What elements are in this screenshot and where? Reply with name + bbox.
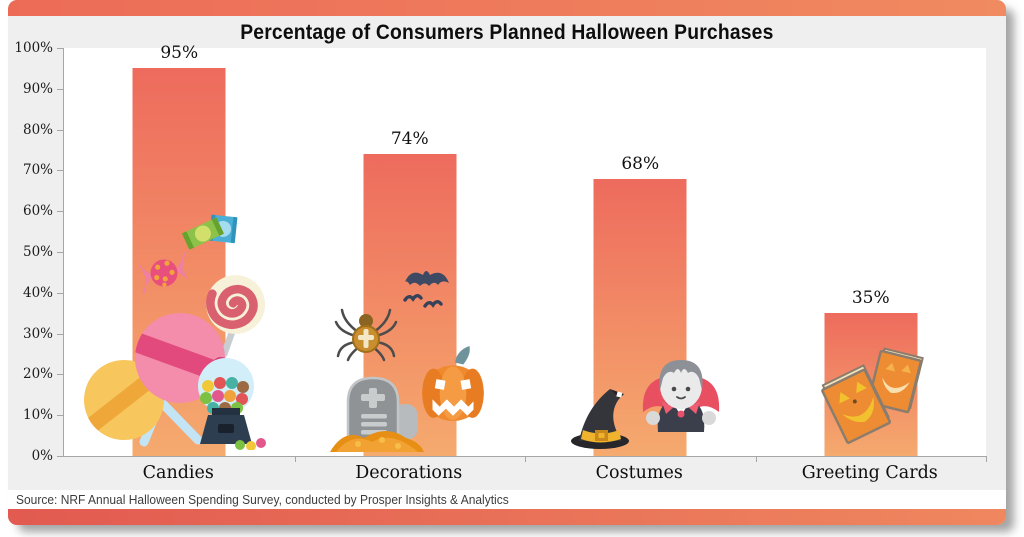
y-tick-label: 70%	[22, 162, 53, 179]
y-tick-mark	[57, 333, 64, 335]
y-tick-label: 60%	[22, 203, 53, 220]
source-strip: Source: NRF Annual Halloween Spending Su…	[8, 490, 1006, 509]
bars-layer: 95% 74% 68% 35%	[64, 43, 987, 456]
category-label-greeting-cards: Greeting Cards	[801, 463, 938, 483]
y-tick-mark	[57, 456, 64, 457]
bar-value-label: 74%	[390, 129, 429, 150]
bar-candies	[132, 68, 226, 456]
bar-greeting-cards	[824, 313, 918, 456]
y-tick-label: 50%	[22, 244, 53, 260]
y-tick-mark	[57, 211, 64, 213]
bar-column-greeting-cards: 35%	[756, 48, 987, 456]
bar-costumes	[593, 178, 687, 456]
y-tick-mark	[57, 129, 64, 131]
y-tick-label: 10%	[22, 407, 53, 424]
chart-title: Percentage of Consumers Planned Hallowee…	[8, 16, 1006, 45]
y-tick-mark	[57, 252, 64, 253]
bar-value-label: 95%	[160, 43, 199, 64]
x-tick-mark	[525, 456, 526, 462]
x-tick-mark	[294, 456, 296, 462]
y-tick-label: 100%	[14, 40, 53, 56]
y-tick-mark	[57, 48, 64, 49]
chart-card: Percentage of Consumers Planned Hallowee…	[8, 0, 1006, 525]
y-tick-label: 20%	[22, 366, 53, 383]
bar-value-label: 35%	[851, 288, 890, 309]
bottom-accent-bar	[8, 509, 1006, 525]
category-axis: Candies Decorations Costumes Greeting Cards	[63, 458, 985, 490]
x-tick-mark	[755, 456, 757, 462]
bar-column-costumes: 68%	[525, 48, 756, 456]
bar-decorations	[363, 154, 457, 456]
chart-title-text: Percentage of Consumers Planned Hallowee…	[240, 21, 774, 44]
top-accent-bar	[8, 0, 1006, 16]
category-label-candies: Candies	[142, 463, 214, 483]
y-tick-label: 90%	[22, 80, 53, 97]
x-tick-mark	[986, 456, 987, 462]
y-tick-label: 0%	[31, 448, 53, 464]
source-note: Source: NRF Annual Halloween Spending Su…	[16, 492, 509, 507]
y-tick-label: 80%	[22, 121, 53, 138]
bar-value-label: 68%	[621, 153, 660, 174]
y-tick-mark	[57, 292, 64, 294]
chart-body: Percentage of Consumers Planned Hallowee…	[8, 16, 1006, 490]
y-tick-mark	[57, 415, 64, 417]
plot-area: 95% 74% 68% 35%	[14, 40, 987, 464]
y-tick-mark	[57, 170, 64, 172]
y-tick-label: 40%	[22, 284, 53, 301]
bar-column-candies: 95%	[64, 43, 295, 456]
y-tick-mark	[57, 88, 64, 90]
y-tick-mark	[57, 374, 64, 376]
y-tick-label: 30%	[22, 325, 53, 342]
category-label-costumes: Costumes	[595, 463, 683, 483]
category-label-decorations: Decorations	[355, 463, 463, 483]
bar-column-decorations: 74%	[295, 48, 526, 456]
